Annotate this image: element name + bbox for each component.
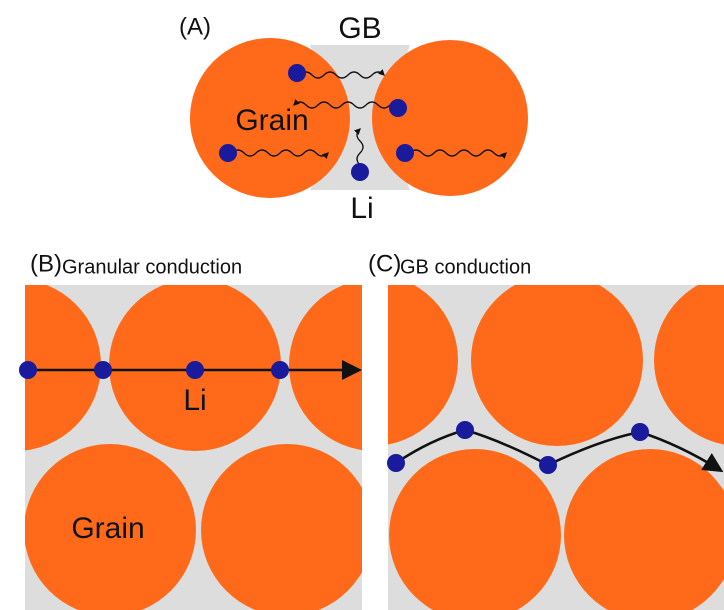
li-ion — [219, 144, 237, 162]
li-ion — [539, 456, 557, 474]
panel-title: GB conduction — [400, 256, 531, 278]
li-ion — [456, 421, 474, 439]
panel-label: (C) — [368, 250, 401, 277]
li-ion — [396, 144, 414, 162]
li-label: Li — [183, 384, 206, 417]
li-ion — [94, 361, 112, 379]
li-ion — [186, 361, 204, 379]
panel-a: (A) GB Grain Li — [179, 12, 528, 225]
gb-label: GB — [338, 12, 381, 45]
li-ion — [19, 361, 37, 379]
grain — [471, 274, 643, 446]
grain — [372, 40, 528, 196]
panel-label: (B) — [30, 250, 62, 277]
li-ion — [271, 361, 289, 379]
grain — [201, 444, 373, 610]
panel-label: (A) — [179, 13, 211, 40]
panel-title: Granular conduction — [62, 256, 242, 278]
li-ion — [351, 163, 369, 181]
li-ion — [631, 423, 649, 441]
figure: (A) GB Grain Li (B) Granular conduction … — [0, 0, 724, 610]
li-label: Li — [350, 192, 373, 225]
grain-label: Grain — [71, 512, 144, 545]
li-ion — [288, 64, 306, 82]
li-ion — [389, 99, 407, 117]
grain-label: Grain — [235, 104, 308, 137]
li-ion — [387, 454, 405, 472]
